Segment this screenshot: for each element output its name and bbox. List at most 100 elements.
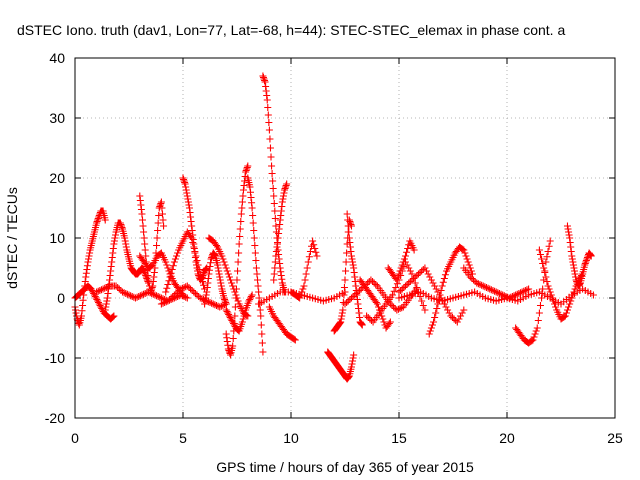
data-point — [266, 135, 274, 143]
data-point — [464, 258, 472, 266]
data-point — [467, 267, 475, 275]
data-point — [185, 284, 193, 291]
data-point — [232, 294, 240, 302]
data-point — [128, 293, 136, 300]
data-point — [339, 306, 347, 314]
data-point — [419, 302, 427, 309]
data-point — [211, 301, 219, 309]
plot-frame — [74, 57, 616, 419]
data-point — [366, 315, 374, 323]
data-point — [169, 262, 177, 270]
data-point — [239, 192, 247, 200]
data-point — [313, 252, 321, 260]
data-point — [545, 285, 553, 293]
data-point — [458, 309, 466, 317]
data-point — [356, 287, 364, 294]
data-point — [139, 222, 147, 230]
data-point — [400, 255, 408, 263]
data-point — [414, 270, 422, 278]
y-tick-label: 40 — [49, 50, 65, 66]
data-point — [204, 298, 212, 306]
data-point — [447, 312, 455, 320]
data-point — [229, 282, 237, 290]
data-point — [432, 309, 440, 317]
data-point — [229, 342, 237, 350]
data-point — [342, 267, 350, 275]
data-point — [163, 284, 171, 292]
data-point — [156, 293, 164, 301]
data-point — [193, 291, 201, 299]
data-point — [535, 309, 543, 317]
data-point — [163, 261, 171, 269]
data-point — [269, 185, 277, 192]
data-point — [112, 282, 120, 290]
data-point — [551, 300, 559, 308]
data-point — [423, 267, 431, 275]
data-point — [401, 252, 409, 260]
data-point — [448, 314, 456, 321]
data-point — [165, 277, 173, 285]
data-point — [236, 225, 244, 233]
data-point — [138, 291, 146, 299]
data-point — [484, 284, 492, 292]
data-point — [95, 300, 103, 308]
data-point — [267, 153, 275, 161]
data-point — [247, 293, 255, 300]
data-point — [374, 303, 382, 311]
data-point — [191, 290, 199, 297]
data-point — [230, 321, 238, 329]
data-point — [158, 204, 166, 212]
data-point — [239, 315, 247, 323]
data-point — [539, 260, 547, 267]
data-point — [109, 313, 117, 321]
data-point — [392, 284, 400, 291]
data-point — [169, 293, 177, 300]
data-point — [157, 300, 165, 308]
data-point — [304, 258, 312, 266]
data-point — [174, 288, 182, 296]
data-point — [347, 294, 355, 302]
data-point — [252, 264, 260, 272]
data-point — [265, 126, 273, 134]
x-axis-label: GPS time / hours of day 365 of year 2015 — [216, 459, 474, 475]
data-point — [302, 270, 310, 278]
data-point — [372, 299, 380, 306]
data-point — [251, 242, 259, 249]
data-point — [154, 219, 162, 227]
data-point — [225, 273, 233, 281]
data-point — [416, 269, 424, 276]
data-point — [141, 246, 149, 254]
data-point — [123, 290, 131, 298]
data-point — [589, 291, 597, 299]
data-point — [376, 306, 384, 314]
data-point — [405, 279, 413, 287]
data-point — [141, 290, 149, 297]
data-point — [229, 335, 237, 342]
data-point — [102, 284, 110, 291]
data-point — [479, 282, 487, 290]
data-point — [177, 285, 185, 293]
data-point — [251, 249, 259, 257]
data-point — [255, 294, 263, 302]
data-point — [141, 240, 149, 248]
data-point — [345, 228, 353, 236]
data-point — [378, 312, 386, 320]
data-point — [552, 303, 560, 311]
data-point — [233, 276, 241, 284]
data-point — [431, 282, 439, 290]
data-point — [92, 294, 100, 302]
data-point — [460, 246, 468, 254]
data-point — [271, 264, 279, 272]
data-point — [303, 264, 311, 272]
data-point — [544, 248, 552, 255]
data-point — [164, 264, 172, 272]
data-point — [119, 288, 127, 296]
data-point — [408, 270, 416, 278]
y-tick-label: -20 — [45, 410, 65, 426]
data-point — [160, 222, 168, 230]
data-point — [234, 258, 242, 266]
data-point — [270, 192, 278, 200]
data-point — [403, 281, 411, 288]
data-point — [367, 276, 375, 284]
data-point — [167, 294, 175, 302]
